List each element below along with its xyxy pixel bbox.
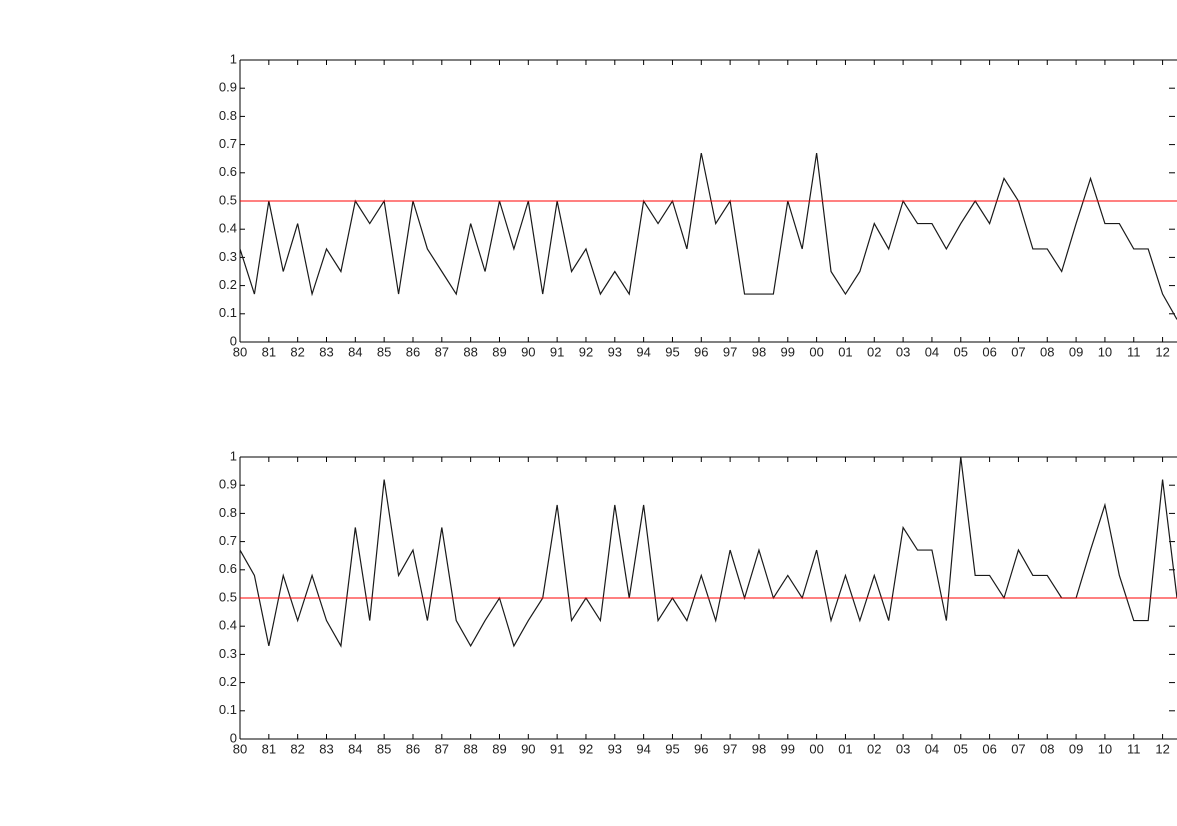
- x-tick-label: 10: [1098, 344, 1112, 359]
- x-tick-label: 99: [781, 344, 795, 359]
- y-tick-label: 0.1: [219, 305, 237, 320]
- y-tick-label: 0.9: [219, 477, 237, 492]
- x-tick-label: 11: [1127, 344, 1141, 359]
- x-tick-label: 95: [665, 344, 679, 359]
- y-tick-label: 0: [230, 333, 237, 348]
- x-tick-label: 04: [925, 344, 939, 359]
- y-tick-label: 0.5: [219, 192, 237, 207]
- x-tick-label: 06: [982, 741, 996, 756]
- y-tick-label: 1: [230, 448, 237, 463]
- x-tick-label: 83: [319, 741, 333, 756]
- y-tick-label: 0.3: [219, 646, 237, 661]
- x-tick-label: 87: [435, 741, 449, 756]
- x-tick-label: 88: [463, 741, 477, 756]
- x-tick-label: 92: [579, 741, 593, 756]
- series-line: [239, 456, 1177, 648]
- y-tick-label: 0.7: [219, 136, 237, 151]
- x-tick-label: 98: [752, 741, 766, 756]
- x-tick-label: 91: [550, 741, 564, 756]
- x-tick-label: 91: [550, 344, 564, 359]
- y-tick-label: 0.2: [219, 277, 237, 292]
- x-tick-label: 96: [694, 741, 708, 756]
- y-tick-label: 0.5: [219, 589, 237, 604]
- y-tick-label: 0.8: [219, 108, 237, 123]
- x-tick-label: 12: [1155, 741, 1169, 756]
- x-tick-label: 97: [723, 344, 737, 359]
- x-tick-label: 82: [290, 741, 304, 756]
- x-tick-label: 11: [1127, 741, 1141, 756]
- x-tick-label: 04: [925, 741, 939, 756]
- x-tick-label: 83: [319, 344, 333, 359]
- x-tick-label: 05: [954, 344, 968, 359]
- y-tick-label: 0.4: [219, 618, 237, 633]
- x-tick-label: 84: [348, 741, 362, 756]
- x-tick-label: 06: [982, 344, 996, 359]
- x-tick-label: 89: [492, 741, 506, 756]
- y-tick-label: 0.2: [219, 674, 237, 689]
- x-tick-label: 10: [1098, 741, 1112, 756]
- x-tick-label: 97: [723, 741, 737, 756]
- x-tick-label: 90: [521, 344, 535, 359]
- x-tick-label: 89: [492, 344, 506, 359]
- x-tick-label: 99: [781, 741, 795, 756]
- y-tick-label: 0.4: [219, 221, 237, 236]
- x-tick-label: 01: [838, 344, 852, 359]
- x-tick-label: 02: [867, 741, 881, 756]
- x-tick-label: 84: [348, 344, 362, 359]
- x-tick-label: 85: [377, 741, 391, 756]
- y-tick-label: 0.8: [219, 505, 237, 520]
- x-tick-label: 93: [608, 741, 622, 756]
- x-tick-label: 09: [1069, 741, 1083, 756]
- x-tick-label: 94: [636, 741, 650, 756]
- x-tick-label: 07: [1011, 344, 1025, 359]
- y-tick-label: 0.9: [219, 80, 237, 95]
- x-tick-label: 81: [262, 741, 276, 756]
- x-tick-label: 12: [1155, 344, 1169, 359]
- x-tick-label: 86: [406, 344, 420, 359]
- x-tick-label: 01: [838, 741, 852, 756]
- x-tick-label: 98: [752, 344, 766, 359]
- y-tick-label: 0: [230, 730, 237, 745]
- y-tick-label: 0.3: [219, 249, 237, 264]
- x-tick-label: 80: [233, 344, 247, 359]
- x-tick-label: 02: [867, 344, 881, 359]
- x-tick-label: 86: [406, 741, 420, 756]
- x-tick-label: 05: [954, 741, 968, 756]
- x-tick-label: 92: [579, 344, 593, 359]
- x-tick-label: 09: [1069, 344, 1083, 359]
- x-tick-label: 96: [694, 344, 708, 359]
- x-tick-label: 08: [1040, 344, 1054, 359]
- y-tick-label: 0.1: [219, 702, 237, 717]
- x-tick-label: 85: [377, 344, 391, 359]
- y-tick-label: 1: [230, 51, 237, 66]
- x-tick-label: 00: [809, 741, 823, 756]
- x-tick-label: 88: [463, 344, 477, 359]
- x-tick-label: 94: [636, 344, 650, 359]
- y-tick-label: 0.6: [219, 561, 237, 576]
- x-tick-label: 82: [290, 344, 304, 359]
- x-tick-label: 80: [233, 741, 247, 756]
- x-tick-label: 08: [1040, 741, 1054, 756]
- y-tick-label: 0.7: [219, 533, 237, 548]
- x-tick-label: 81: [262, 344, 276, 359]
- x-tick-label: 93: [608, 344, 622, 359]
- y-tick-label: 0.6: [219, 164, 237, 179]
- x-tick-label: 87: [435, 344, 449, 359]
- x-tick-label: 03: [896, 741, 910, 756]
- x-tick-label: 90: [521, 741, 535, 756]
- x-tick-label: 07: [1011, 741, 1025, 756]
- x-tick-label: 00: [809, 344, 823, 359]
- x-tick-label: 95: [665, 741, 679, 756]
- x-tick-label: 03: [896, 344, 910, 359]
- series-line: [239, 152, 1177, 320]
